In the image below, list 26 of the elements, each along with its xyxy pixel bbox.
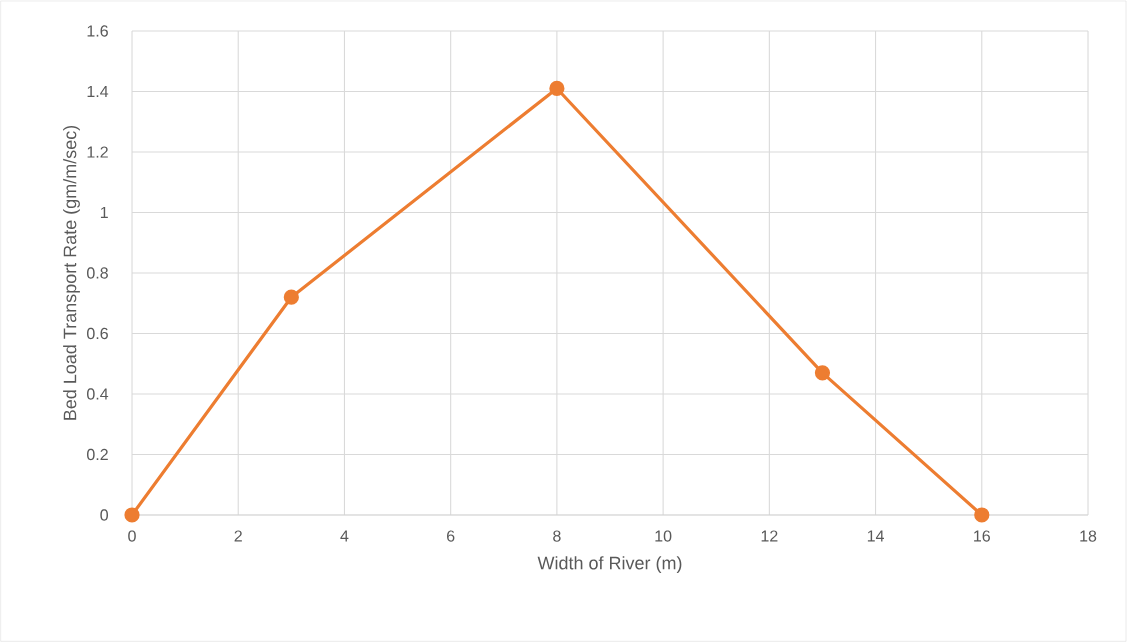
y-tick-label: 0.2 (87, 448, 108, 461)
y-tick-label: 0 (100, 509, 109, 521)
x-tick-label: 4 (340, 530, 349, 542)
x-tick-label: 12 (761, 530, 778, 542)
y-tick-label: 0.6 (87, 327, 108, 340)
x-tick-label: 18 (1080, 530, 1097, 542)
x-tick-label: 2 (234, 530, 242, 542)
y-tick-label: 0.4 (87, 388, 109, 400)
x-tick-label: 6 (447, 530, 455, 542)
y-tick-label: 1.6 (87, 25, 108, 37)
point (124, 507, 140, 523)
x-axis-title: Width of River (m) (537, 556, 682, 573)
x-tick-label: 0 (128, 530, 136, 542)
y-axis-title: Bed Load Transport Rate (gm/m/sec) (63, 125, 80, 420)
point (549, 80, 565, 97)
y-tick-label: 1.2 (87, 146, 108, 158)
y-tick-label: 0.8 (87, 267, 108, 279)
y-tick-label: 1.4 (87, 86, 109, 97)
point (283, 289, 299, 305)
x-tick-label: 10 (655, 530, 672, 542)
y-tick-label: 1 (100, 207, 108, 218)
x-tick-label: 16 (974, 530, 990, 542)
point (974, 507, 990, 523)
point (814, 365, 831, 381)
x-tick-label: 14 (867, 530, 884, 542)
x-tick-label: 8 (553, 530, 561, 542)
